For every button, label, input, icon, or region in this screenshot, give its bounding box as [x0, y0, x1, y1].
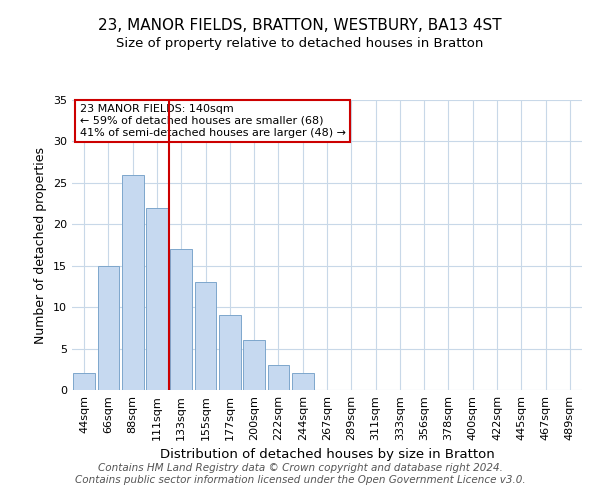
Text: 23 MANOR FIELDS: 140sqm
← 59% of detached houses are smaller (68)
41% of semi-de: 23 MANOR FIELDS: 140sqm ← 59% of detache… [80, 104, 346, 138]
Bar [122, 174, 143, 390]
Text: 23, MANOR FIELDS, BRATTON, WESTBURY, BA13 4ST: 23, MANOR FIELDS, BRATTON, WESTBURY, BA1… [98, 18, 502, 32]
Bar [219, 316, 241, 390]
Bar [268, 365, 289, 390]
Bar [243, 340, 265, 390]
Bar [194, 282, 217, 390]
Y-axis label: Number of detached properties: Number of detached properties [34, 146, 47, 344]
Bar [170, 249, 192, 390]
X-axis label: Distribution of detached houses by size in Bratton: Distribution of detached houses by size … [160, 448, 494, 462]
Bar [97, 266, 119, 390]
Text: Contains HM Land Registry data © Crown copyright and database right 2024.
Contai: Contains HM Land Registry data © Crown c… [74, 464, 526, 485]
Text: Size of property relative to detached houses in Bratton: Size of property relative to detached ho… [116, 38, 484, 51]
Bar [146, 208, 168, 390]
Bar [292, 374, 314, 390]
Bar [73, 374, 95, 390]
